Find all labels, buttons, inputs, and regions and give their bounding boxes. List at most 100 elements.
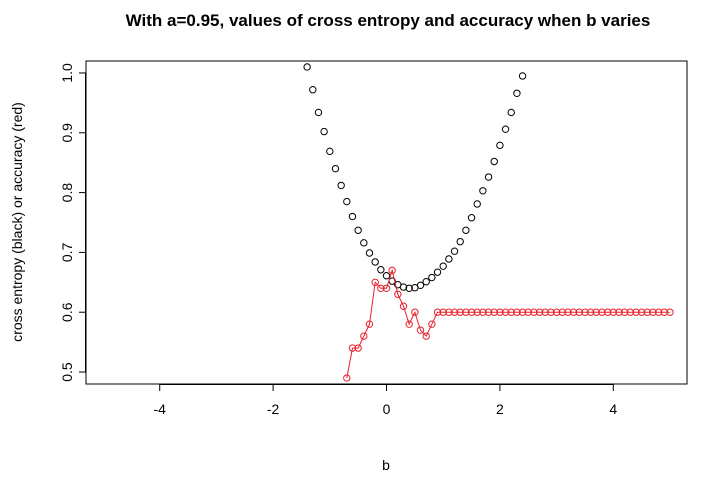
series-2-point — [660, 308, 669, 316]
series-2-point — [388, 266, 396, 275]
y-tick-label: 0.5 — [59, 362, 75, 382]
series-2-point — [490, 308, 498, 316]
series-1-point — [348, 212, 357, 221]
series-2-point — [666, 308, 674, 316]
series-2-point — [462, 308, 470, 316]
series-1-point — [462, 226, 470, 234]
series-2-point — [643, 308, 652, 316]
series-1-point — [343, 197, 351, 206]
series-2-point — [496, 308, 504, 316]
y-tick-label: 0.9 — [59, 123, 75, 143]
series-2-point — [467, 308, 476, 316]
series-2-point — [513, 308, 521, 316]
series-2-point — [343, 374, 351, 382]
series-1-point — [490, 157, 498, 166]
series-2-point — [609, 308, 617, 316]
series-2-point — [558, 308, 566, 316]
series-2-point — [484, 308, 493, 316]
series-2-point — [411, 308, 419, 316]
series-2 — [343, 266, 674, 382]
series-2-point — [598, 308, 606, 316]
series-2-point — [603, 308, 612, 316]
series-1-point — [428, 273, 436, 282]
series-1-point — [501, 125, 510, 133]
series-1-point — [422, 278, 430, 286]
series-2-point — [382, 284, 391, 292]
series-1-point — [439, 262, 447, 270]
series-2-point — [592, 308, 600, 316]
series-2-point — [518, 308, 527, 316]
series-2-point — [348, 344, 357, 352]
series-1-point — [303, 63, 311, 71]
series-2-point — [637, 308, 646, 316]
series-1-point — [365, 249, 374, 257]
series-1-point — [416, 281, 425, 290]
series-2-point — [422, 332, 430, 340]
series-2-point — [479, 308, 487, 316]
series-1-point — [399, 283, 408, 291]
y-axis: 0.5 0.6 0.7 0.8 0.9 1.0 — [59, 63, 86, 382]
series-2-point — [501, 308, 510, 316]
series-2-point — [575, 308, 583, 316]
series-2-point — [524, 308, 532, 316]
series-2-point — [371, 278, 379, 287]
series-1-point — [326, 147, 334, 156]
series-2-point — [547, 308, 555, 316]
series-2-point — [581, 308, 589, 316]
series-1-point — [405, 284, 413, 292]
series-2-point — [626, 308, 635, 316]
series-1-point — [371, 258, 379, 266]
series-1-point — [331, 164, 340, 173]
series-1-point — [518, 72, 527, 80]
series-2-point — [615, 308, 623, 316]
x-tick-label: 0 — [383, 401, 391, 417]
series-1-point — [382, 272, 391, 280]
series-2-point — [445, 308, 453, 316]
series-1-point — [484, 173, 493, 181]
x-axis: -4 -2 0 2 4 — [153, 384, 617, 417]
series-2-point — [456, 308, 464, 316]
series-2-point — [632, 308, 640, 316]
x-tick-label: -4 — [153, 401, 166, 417]
x-tick-label: 2 — [496, 401, 504, 417]
series-1-point — [467, 214, 476, 222]
y-axis-label: cross entropy (black) or accuracy (red) — [9, 102, 25, 342]
series-2-point — [405, 320, 413, 328]
x-tick-label: 4 — [609, 401, 617, 417]
series-2-point — [507, 308, 515, 316]
series-1-point — [433, 268, 442, 276]
series-layer — [303, 63, 674, 382]
x-axis-label: b — [382, 457, 390, 473]
series-1-point — [360, 239, 368, 247]
series-1-point — [309, 86, 317, 94]
series-1-point — [377, 266, 385, 274]
y-tick-label: 1.0 — [59, 63, 75, 83]
series-1 — [303, 63, 527, 292]
y-tick-label: 0.6 — [59, 302, 75, 322]
series-1-point — [456, 237, 464, 246]
series-1-point — [314, 108, 323, 117]
x-tick-label: -2 — [267, 401, 280, 417]
series-2-point — [654, 308, 663, 316]
series-2-point — [360, 332, 368, 340]
series-2-point — [354, 344, 362, 352]
y-tick-label: 0.8 — [59, 183, 75, 203]
series-2-point — [428, 320, 436, 328]
series-2-point — [377, 284, 385, 292]
series-1-point — [496, 141, 504, 150]
series-2-point — [439, 308, 447, 316]
series-1-point — [479, 187, 487, 195]
series-2-point — [535, 308, 544, 316]
series-2-point — [530, 308, 538, 316]
series-2-point — [586, 308, 595, 316]
series-2-point — [541, 308, 549, 316]
series-1-point — [354, 226, 362, 234]
series-1-point — [513, 89, 521, 98]
plot-area — [85, 60, 688, 385]
series-2-point — [564, 308, 572, 316]
series-1-point — [473, 200, 481, 208]
chart-title: With a=0.95, values of cross entropy and… — [126, 11, 651, 30]
series-2-point — [620, 308, 629, 316]
series-1-point — [445, 255, 453, 263]
series-1-point — [337, 181, 345, 190]
